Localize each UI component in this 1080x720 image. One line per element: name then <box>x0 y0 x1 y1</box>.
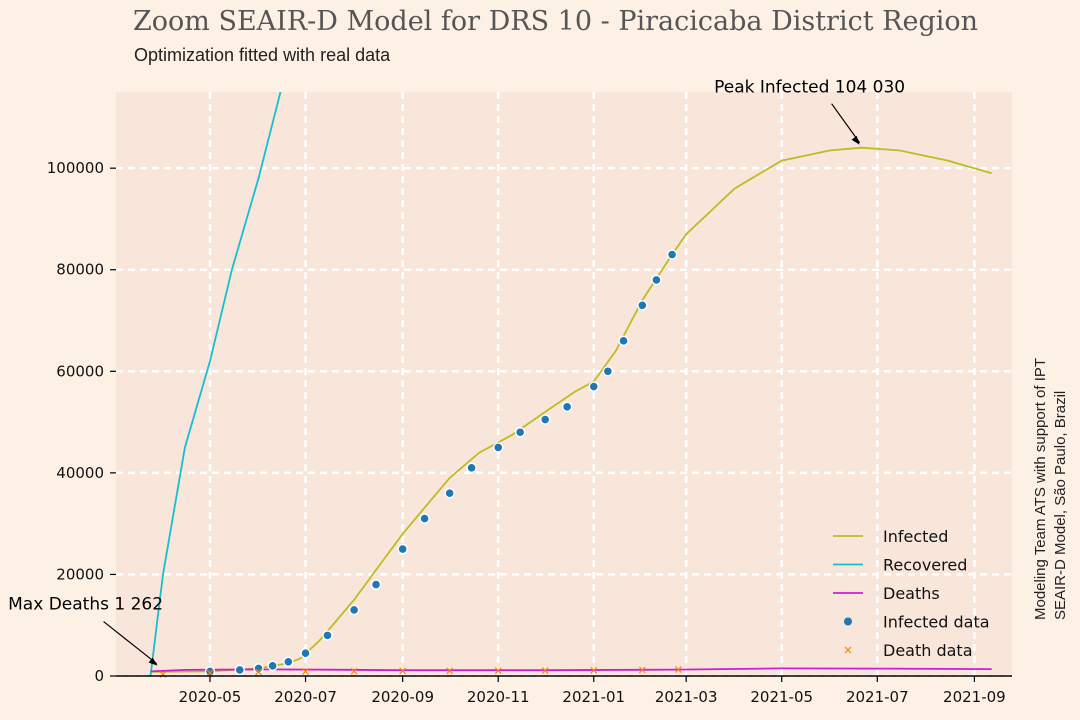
infected-data-point <box>666 249 678 260</box>
y-tick-label: 20000 <box>56 565 104 583</box>
infected-data-point <box>588 381 599 392</box>
series-layer <box>149 92 992 678</box>
series-line-infected <box>150 146 992 673</box>
infected-data-point <box>493 442 504 453</box>
legend-label-infected: Infected <box>883 527 948 546</box>
legend-label-infected-data: Infected data <box>883 613 990 632</box>
infected-data-point <box>419 513 430 524</box>
infected-data-point <box>602 366 614 377</box>
x-tick-label: 2021-01 <box>562 688 625 706</box>
plot-area <box>116 92 1012 676</box>
infected-data-point <box>370 579 382 590</box>
x-tick-label: 2021-03 <box>655 688 718 706</box>
death-data-point <box>446 667 454 675</box>
legend-label-deaths: Deaths <box>883 584 940 603</box>
annotation-peak-arrowhead <box>851 135 860 145</box>
annotation-max-deaths: Max Deaths 1 262 <box>8 595 163 615</box>
credit-line-1: Modeling Team ATS with support of IPT <box>1032 357 1049 620</box>
y-tick-label: 80000 <box>56 261 104 279</box>
legend-swatch-death-data <box>844 646 852 654</box>
annotation-peak-infected: Peak Infected 104 030 <box>714 78 905 98</box>
infected-data-point <box>348 604 360 616</box>
axes: 2020-05 2020-07 2020-09 2020-11 2021-01 2021-… <box>47 159 1012 706</box>
legend: Infected Recovered Deaths Infected data Deat… <box>833 527 990 660</box>
x-tick-label: 2020-07 <box>274 688 337 706</box>
death-data-point <box>399 667 407 675</box>
death-data-point <box>206 669 214 677</box>
death-data-point <box>541 667 549 674</box>
x-tick-label: 2021-07 <box>846 688 909 706</box>
x-tick-label: 2021-05 <box>750 688 813 706</box>
y-tick-label: 100000 <box>47 159 104 177</box>
infected-data-point <box>466 462 477 473</box>
infected-data-point <box>444 487 455 499</box>
infected-data-point <box>651 274 662 286</box>
infected-data-point <box>253 663 264 674</box>
side-credit: Modeling Team ATS with support of IPT SE… <box>1032 300 1072 640</box>
infected-data-point <box>540 414 551 425</box>
death-data-point <box>590 666 598 674</box>
death-data-point <box>494 667 502 675</box>
y-tick-label: 60000 <box>56 362 104 380</box>
legend-label-death-data: Death data <box>883 641 973 660</box>
x-tick-label: 2020-11 <box>467 688 530 706</box>
death-data-point <box>674 666 682 674</box>
x-tick-label: 2021-09 <box>943 688 1006 706</box>
infected-data-point <box>397 543 408 555</box>
infected-data-point <box>618 335 629 347</box>
death-data-point <box>350 667 358 675</box>
legend-label-recovered: Recovered <box>883 556 967 575</box>
x-tick-label: 2020-09 <box>371 688 434 706</box>
infected-data-point <box>300 647 311 659</box>
infected-data-point <box>283 656 294 667</box>
infected-data-point <box>267 660 278 672</box>
y-tick-label: 0 <box>94 667 104 685</box>
chart-title: Zoom SEAIR-D Model for DRS 10 - Piracica… <box>133 6 979 37</box>
annotation-peak-arrow <box>831 103 861 144</box>
infected-data-point <box>204 666 216 677</box>
death-data-point <box>638 666 646 674</box>
annotation-deaths-arrow <box>103 621 157 665</box>
infected-data-point <box>561 401 573 413</box>
annotation-deaths-arrowhead <box>148 657 158 666</box>
x-tick-label: 2020-05 <box>179 688 242 706</box>
infected-data-point <box>514 427 526 438</box>
credit-line-2: SEAIR-D Model, São Paulo, Brazil <box>1052 390 1069 620</box>
death-data-point <box>255 668 262 676</box>
infected-data-point <box>637 300 648 311</box>
death-data-point <box>302 668 309 675</box>
legend-swatch-infected-data <box>844 617 852 626</box>
annotations: Peak Infected 104 030 Max Deaths 1 262 <box>8 78 905 666</box>
series-line-deaths <box>150 667 992 673</box>
chart-subtitle: Optimization fitted with real data <box>134 45 391 65</box>
infected-data-point <box>234 664 245 676</box>
series-line-recovered <box>149 92 282 676</box>
y-tick-label: 40000 <box>56 464 104 482</box>
infected-data-point <box>322 630 333 641</box>
